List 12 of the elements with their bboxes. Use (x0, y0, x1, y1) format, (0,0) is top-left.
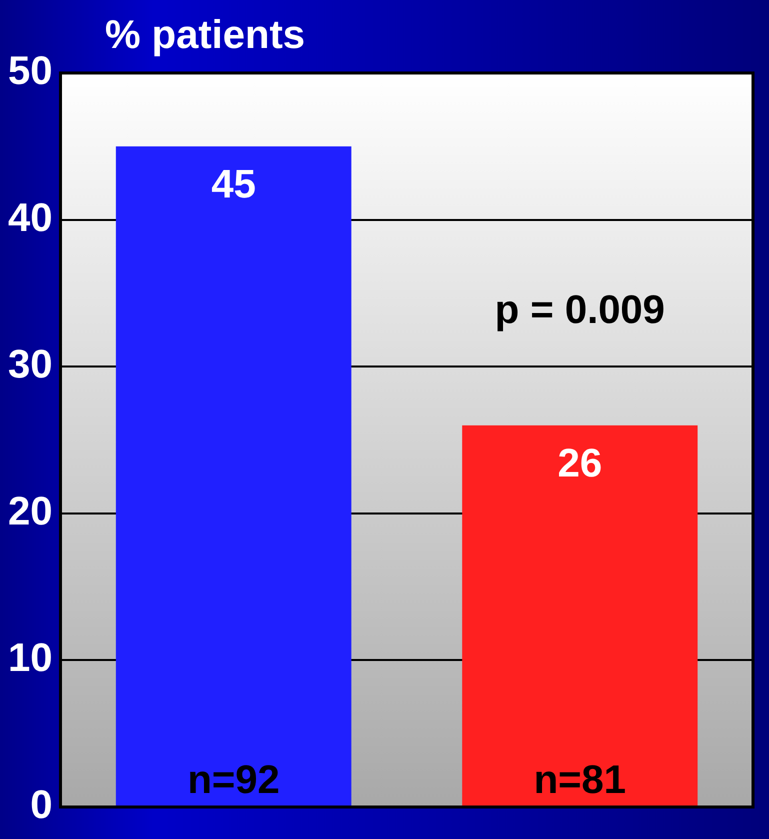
annotation: p = 0.009 (494, 288, 665, 332)
y-axis-title: % patients (105, 13, 306, 57)
y-tick-label: 50 (8, 49, 52, 94)
annotation: n=81 (534, 758, 626, 802)
y-tick-label: 40 (8, 196, 52, 240)
y-tick-label: 20 (8, 489, 52, 534)
annotation: n=92 (187, 758, 280, 802)
y-tick-label: 30 (8, 342, 52, 387)
data-label: 26 (558, 441, 602, 486)
data-label: 45 (211, 162, 256, 206)
y-tick-label: 0 (30, 783, 52, 828)
y-tick-label: 10 (8, 636, 52, 680)
